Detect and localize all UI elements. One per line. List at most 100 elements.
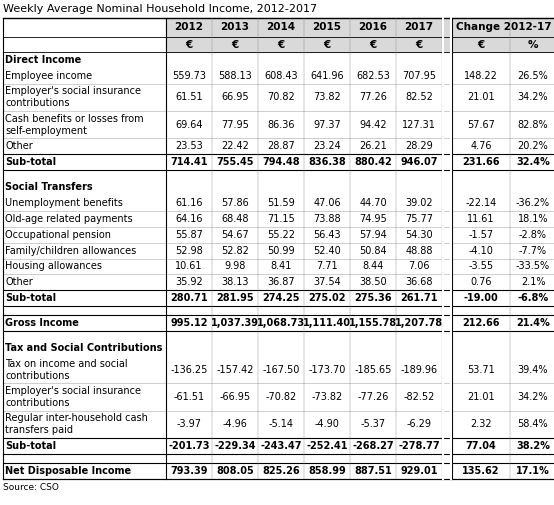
Text: contributions: contributions — [5, 98, 69, 109]
Text: 20.2%: 20.2% — [517, 141, 548, 151]
Text: 8.41: 8.41 — [270, 262, 292, 272]
Text: self-employment: self-employment — [5, 126, 87, 136]
Text: -6.8%: -6.8% — [517, 293, 548, 304]
Text: contributions: contributions — [5, 371, 69, 381]
Text: 608.43: 608.43 — [264, 71, 298, 81]
Text: 127.31: 127.31 — [402, 120, 436, 130]
Text: Other: Other — [5, 277, 33, 287]
Text: Tax on income and social: Tax on income and social — [5, 359, 127, 369]
Text: -201.73: -201.73 — [168, 441, 210, 451]
Text: -3.55: -3.55 — [469, 262, 494, 272]
Text: 57.86: 57.86 — [221, 198, 249, 208]
Text: -243.47: -243.47 — [260, 441, 302, 451]
Text: 34.2%: 34.2% — [517, 392, 548, 402]
Text: -268.27: -268.27 — [352, 441, 394, 451]
Text: Social Transfers: Social Transfers — [5, 182, 93, 192]
Text: -4.90: -4.90 — [315, 419, 340, 429]
Text: Change 2012-17: Change 2012-17 — [456, 23, 552, 32]
Text: 52.98: 52.98 — [175, 245, 203, 256]
Text: -3.97: -3.97 — [177, 419, 202, 429]
Text: 135.62: 135.62 — [462, 466, 500, 476]
Text: 36.87: 36.87 — [267, 277, 295, 287]
Text: 75.77: 75.77 — [405, 214, 433, 224]
Text: 77.04: 77.04 — [465, 441, 496, 451]
Text: Sub-total: Sub-total — [5, 157, 56, 167]
Text: €: € — [324, 39, 331, 49]
Text: 261.71: 261.71 — [400, 293, 438, 304]
Text: 2016: 2016 — [358, 23, 387, 32]
Text: 880.42: 880.42 — [354, 157, 392, 167]
Text: 714.41: 714.41 — [170, 157, 208, 167]
Text: €: € — [416, 39, 423, 49]
Text: %: % — [528, 39, 538, 49]
Text: 50.99: 50.99 — [267, 245, 295, 256]
Text: 588.13: 588.13 — [218, 71, 252, 81]
Text: 57.67: 57.67 — [467, 120, 495, 130]
Text: 275.36: 275.36 — [354, 293, 392, 304]
Text: Sub-total: Sub-total — [5, 293, 56, 304]
Text: 73.88: 73.88 — [313, 214, 341, 224]
Text: 887.51: 887.51 — [354, 466, 392, 476]
Text: 148.22: 148.22 — [464, 71, 498, 81]
Text: 77.26: 77.26 — [359, 92, 387, 103]
Text: Net Disposable Income: Net Disposable Income — [5, 466, 131, 476]
Text: Employee income: Employee income — [5, 71, 92, 81]
Text: 26.21: 26.21 — [359, 141, 387, 151]
Text: 1,111.40: 1,111.40 — [303, 318, 351, 328]
Text: 0.76: 0.76 — [470, 277, 492, 287]
Text: 38.2%: 38.2% — [516, 441, 550, 451]
Text: 64.16: 64.16 — [175, 214, 203, 224]
Text: 212.66: 212.66 — [462, 318, 500, 328]
Text: 9.98: 9.98 — [224, 262, 245, 272]
Text: transfers paid: transfers paid — [5, 425, 73, 435]
Text: 68.48: 68.48 — [221, 214, 249, 224]
Text: Unemployment benefits: Unemployment benefits — [5, 198, 123, 208]
Text: 61.16: 61.16 — [175, 198, 203, 208]
Text: 52.82: 52.82 — [221, 245, 249, 256]
Text: 836.38: 836.38 — [308, 157, 346, 167]
Text: 275.02: 275.02 — [308, 293, 346, 304]
Text: 69.64: 69.64 — [175, 120, 203, 130]
Text: 2013: 2013 — [220, 23, 249, 32]
Text: 707.95: 707.95 — [402, 71, 436, 81]
Text: 57.94: 57.94 — [359, 230, 387, 240]
Text: 755.45: 755.45 — [216, 157, 254, 167]
Text: 28.87: 28.87 — [267, 141, 295, 151]
Text: €: € — [278, 39, 285, 49]
Text: 38.50: 38.50 — [359, 277, 387, 287]
Text: 86.36: 86.36 — [267, 120, 295, 130]
Text: 281.95: 281.95 — [216, 293, 254, 304]
Text: 35.92: 35.92 — [175, 277, 203, 287]
Text: 1,068.73: 1,068.73 — [257, 318, 305, 328]
Text: 56.43: 56.43 — [313, 230, 341, 240]
Text: 995.12: 995.12 — [170, 318, 208, 328]
Text: -36.2%: -36.2% — [516, 198, 550, 208]
Text: 559.73: 559.73 — [172, 71, 206, 81]
Text: -2.8%: -2.8% — [519, 230, 547, 240]
Text: Tax and Social Contributions: Tax and Social Contributions — [5, 343, 162, 353]
Text: 2.1%: 2.1% — [521, 277, 545, 287]
Text: Occupational pension: Occupational pension — [5, 230, 111, 240]
Text: 50.84: 50.84 — [359, 245, 387, 256]
Text: 70.82: 70.82 — [267, 92, 295, 103]
Text: -167.50: -167.50 — [262, 365, 300, 375]
Text: -82.52: -82.52 — [403, 392, 435, 402]
Text: 36.68: 36.68 — [405, 277, 433, 287]
Text: 1,155.78: 1,155.78 — [349, 318, 397, 328]
Text: 793.39: 793.39 — [170, 466, 208, 476]
Text: 4.76: 4.76 — [470, 141, 492, 151]
Text: -4.10: -4.10 — [469, 245, 494, 256]
Text: -252.41: -252.41 — [306, 441, 348, 451]
Text: 858.99: 858.99 — [308, 466, 346, 476]
Text: Source: CSO: Source: CSO — [3, 483, 59, 492]
Text: €: € — [232, 39, 239, 49]
Text: €: € — [186, 39, 193, 49]
Text: 17.1%: 17.1% — [516, 466, 550, 476]
Text: 28.29: 28.29 — [405, 141, 433, 151]
Text: 21.01: 21.01 — [467, 92, 495, 103]
Text: 61.51: 61.51 — [175, 92, 203, 103]
Text: 2014: 2014 — [266, 23, 296, 32]
Text: 2017: 2017 — [404, 23, 434, 32]
Text: Sub-total: Sub-total — [5, 441, 56, 451]
Text: -5.14: -5.14 — [269, 419, 294, 429]
